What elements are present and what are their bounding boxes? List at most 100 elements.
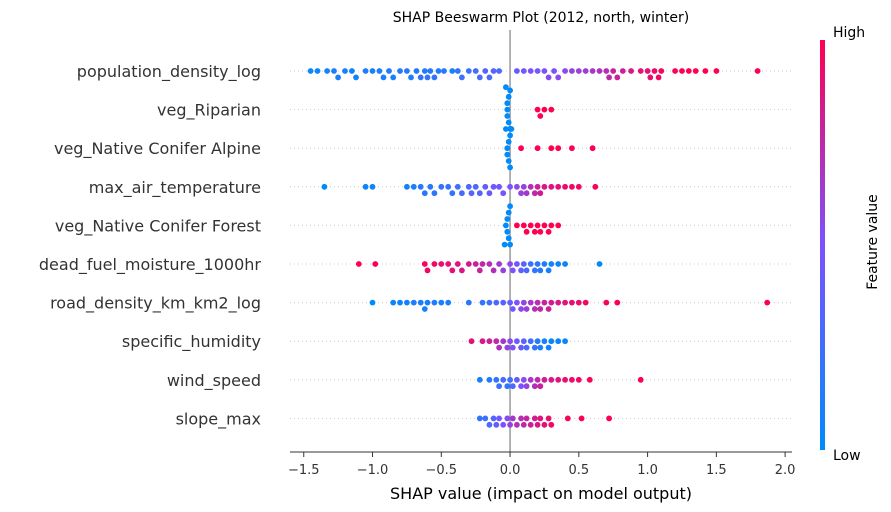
shap-point [545,344,552,351]
shap-point [541,299,548,306]
shap-point [548,376,555,383]
shap-point [534,338,541,345]
shap-point [449,190,456,197]
shap-point [523,383,530,390]
shap-point [504,383,511,390]
shap-point [702,68,709,74]
shap-point [569,183,575,190]
shap-point [651,68,658,74]
shap-point [534,261,541,267]
shap-point [531,344,538,351]
shap-point [575,376,582,383]
shap-point [586,376,593,383]
shap-point [476,74,483,81]
feature-label: slope_max [176,409,261,429]
shap-point [548,261,555,267]
shap-point [417,183,424,190]
shap-point [504,151,511,158]
shap-point [509,415,516,422]
shap-point [504,106,511,113]
shap-point [504,344,511,351]
shap-point [500,338,507,345]
shap-point [390,74,397,81]
shap-point [445,299,452,306]
shap-point [628,68,634,74]
shap-point [454,183,461,190]
shap-point [541,68,548,74]
shap-point [672,68,678,74]
shap-point [404,299,410,306]
shap-point [555,376,562,383]
scatter-points [307,68,771,428]
shap-point [537,306,544,312]
shap-point [505,235,512,242]
feature-label: veg_Native Conifer Forest [55,216,261,236]
shap-point [500,299,507,306]
colorbar-low-label: Low [833,448,861,464]
shap-point [501,241,508,248]
shap-point [509,267,516,274]
shap-point [355,261,362,267]
shap-point [534,222,541,229]
shap-point [534,421,541,428]
chart-title: SHAP Beeswarm Plot (2012, north, winter) [393,10,689,26]
shap-point [578,415,585,422]
shap-point [435,68,442,74]
shap-point [537,228,544,235]
shap-point [582,68,589,74]
colorbar-high-label: High [833,25,865,41]
shap-point [545,74,552,81]
row-guide-lines [290,70,792,419]
shap-point [454,68,461,74]
shap-point [518,344,524,351]
shap-point [514,222,520,229]
shap-point [548,145,555,152]
shap-point [372,261,379,267]
shap-point [331,68,337,74]
shap-point [503,126,509,132]
shap-point [496,383,502,390]
shap-point [514,68,520,74]
shap-point [548,183,555,190]
shap-point [541,421,548,428]
x-axis-ticks: −1.5 −1.0 −0.5 0.0 0.5 1.0 1.5 2.0 [288,452,795,478]
shap-point [417,74,424,81]
shap-point [658,68,665,74]
shap-point [596,68,603,74]
shap-point [507,261,513,267]
shap-point [496,68,502,74]
shap-point [589,68,596,74]
shap-point [518,415,524,422]
shap-point [509,344,516,351]
shap-point [531,415,538,422]
shap-point [603,299,610,306]
shap-point [679,68,685,74]
shap-point [527,222,534,229]
shap-point [397,68,403,74]
feature-label: max_air_temperature [89,178,261,198]
x-tick-label: 1.5 [706,463,727,478]
shap-point [500,421,507,428]
shap-point [545,306,552,312]
shap-point [518,306,524,312]
shap-point [505,158,512,164]
shap-point [555,299,562,306]
shap-point [507,421,513,428]
shap-point [551,68,557,74]
x-tick-label: 1.0 [637,463,658,478]
shap-point [307,68,314,74]
shap-point [508,126,515,132]
shap-point [523,267,530,274]
shap-point [527,338,534,345]
shap-point [504,100,511,107]
shap-point [324,68,330,74]
shap-point [537,113,544,119]
shap-point [537,190,544,197]
shap-point [335,74,341,81]
shap-point [468,338,475,345]
shap-point [482,68,489,74]
shap-point [438,183,445,190]
shap-point [537,415,544,422]
feature-label: population_density_log [77,62,261,82]
